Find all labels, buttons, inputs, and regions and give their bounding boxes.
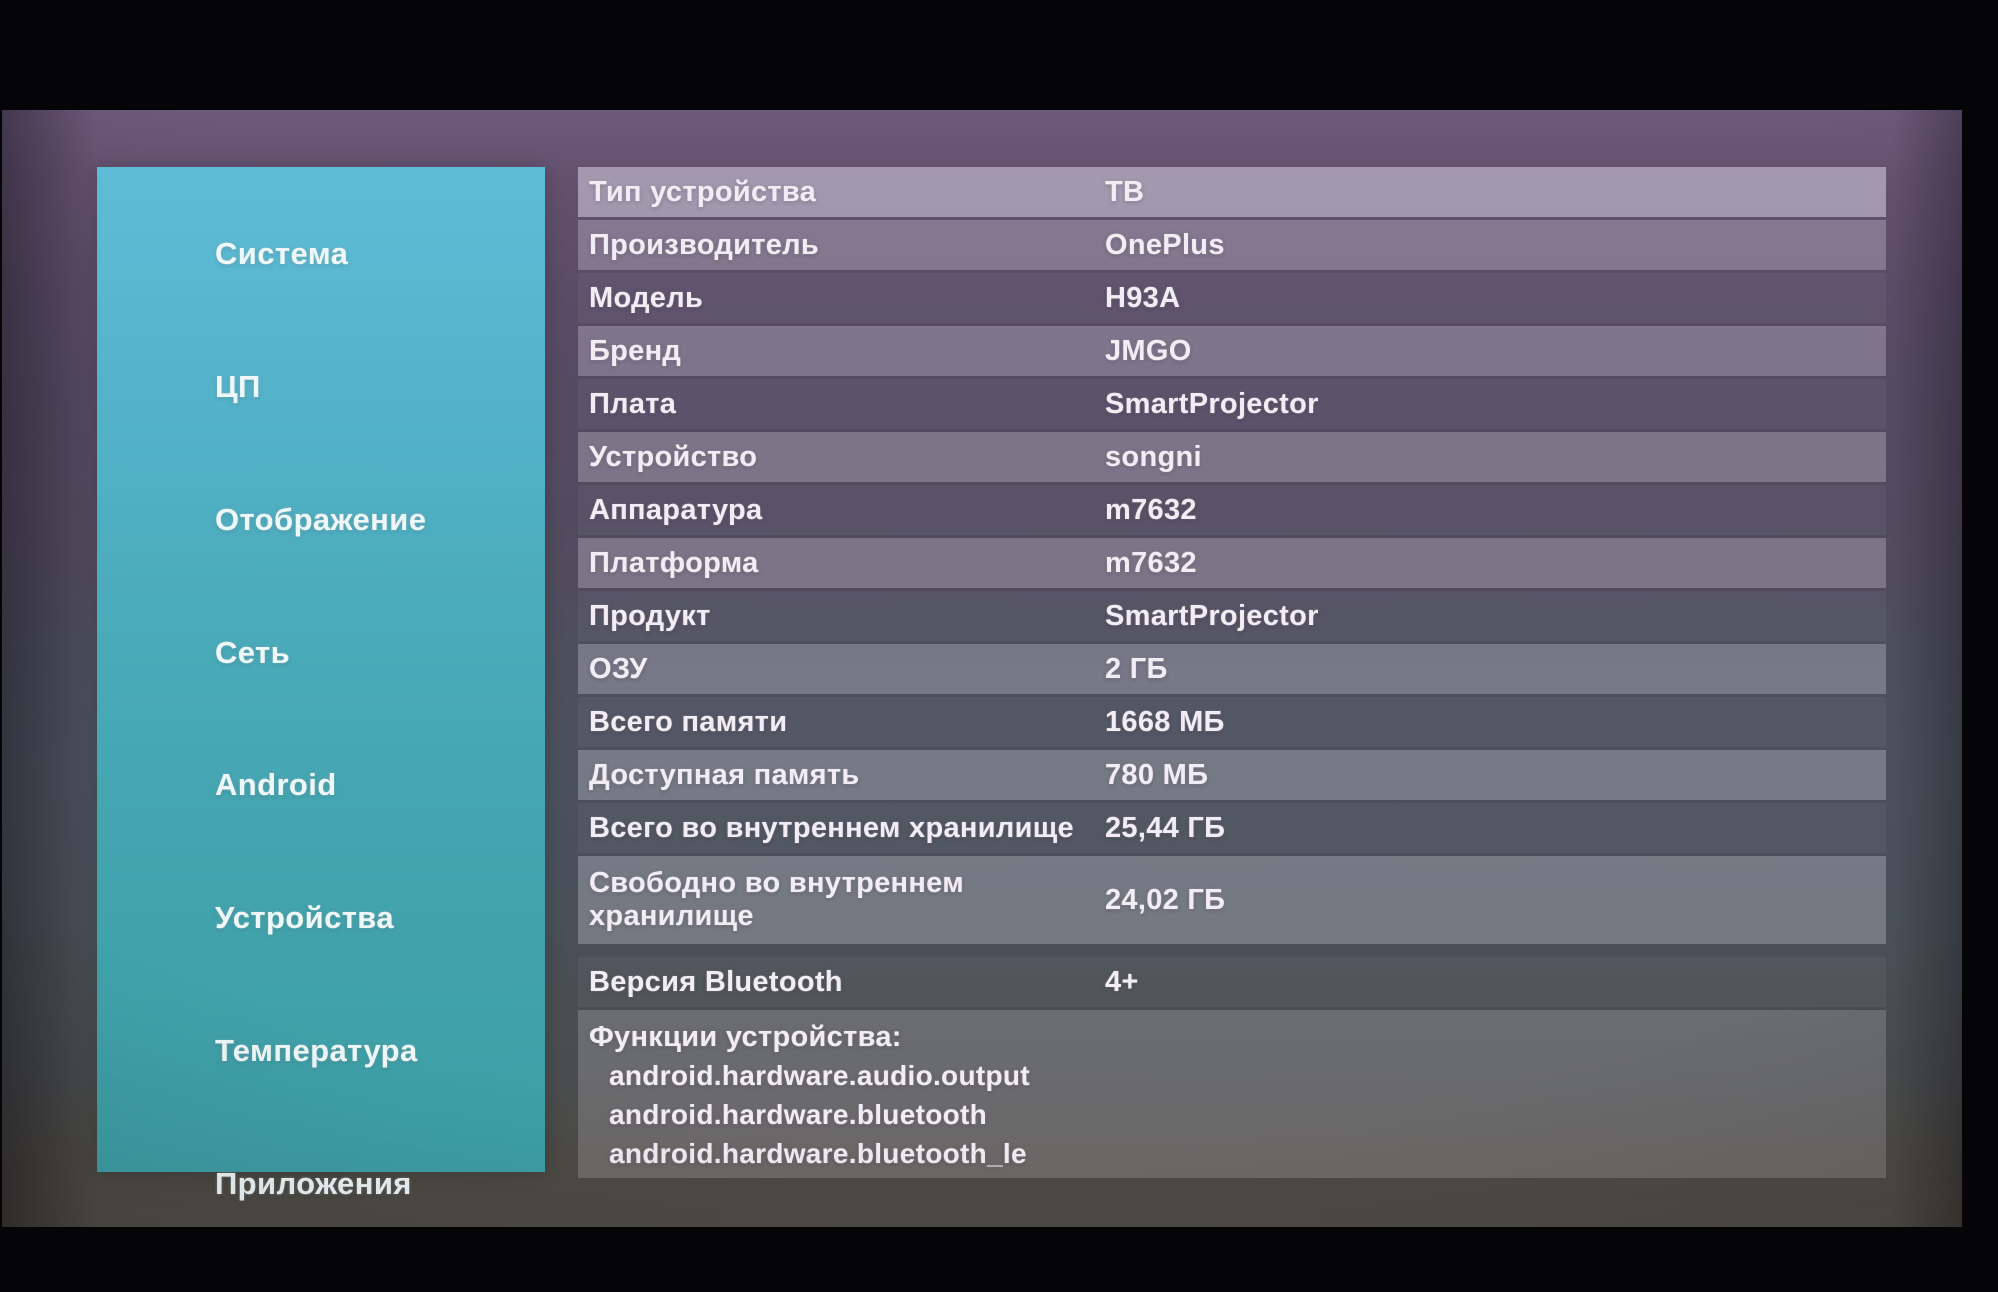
sidebar-item-apps[interactable]: Приложения (97, 1162, 545, 1206)
device-feature-item: android.hardware.bluetooth_le (609, 1138, 1027, 1169)
sidebar-item-label: Отображение (215, 501, 427, 537)
info-row-label: ОЗУ (589, 652, 648, 685)
info-row-label: Аппаратура (589, 493, 763, 526)
info-row-device[interactable]: Устройство songni (578, 432, 1886, 482)
sidebar-item-android[interactable]: Android (97, 763, 545, 807)
device-features-title: Функции устройства: (589, 1021, 902, 1053)
sidebar-menu: Система ЦП Отображение Сеть Android Устройств… (97, 167, 545, 1201)
info-row-value: H93A (1105, 281, 1181, 314)
info-row-label: Доступная память (589, 758, 860, 791)
info-row-label: Устройство (589, 440, 758, 473)
info-row-label: Свободно во внутреннем хранилище (589, 867, 964, 932)
info-row-label: Тип устройства (589, 175, 817, 208)
info-row-memory-available[interactable]: Доступная память 780 МБ (578, 750, 1886, 800)
device-feature-item: android.hardware.bluetooth (609, 1099, 988, 1130)
info-row-label: Всего памяти (589, 705, 788, 738)
info-row-value: SmartProjector (1105, 387, 1319, 420)
info-row-value: ТВ (1105, 175, 1145, 208)
info-row-model[interactable]: Модель H93A (578, 273, 1886, 323)
info-row-bluetooth-version[interactable]: Версия Bluetooth 4+ (578, 957, 1886, 1007)
info-row-label: Бренд (589, 334, 682, 367)
info-row-label: Продукт (589, 599, 711, 632)
info-row-label: Производитель (589, 228, 820, 261)
device-feature-item: android.hardware.audio.output (609, 1060, 1030, 1091)
sidebar-item-label: Температура (215, 1033, 418, 1069)
sidebar-item-display[interactable]: Отображение (97, 498, 545, 542)
info-row-label: Версия Bluetooth (589, 965, 843, 998)
sidebar-item-label: Система (215, 236, 349, 271)
info-row-value: 4+ (1105, 965, 1139, 998)
info-row-storage-free[interactable]: Свободно во внутреннем хранилище 24,02 ГБ (578, 856, 1886, 944)
info-row-storage-total[interactable]: Всего во внутреннем хранилище 25,44 ГБ (578, 803, 1886, 853)
sidebar-item-label: ЦП (215, 368, 261, 404)
info-row-ram[interactable]: ОЗУ 2 ГБ (578, 644, 1886, 694)
info-row-value: m7632 (1105, 546, 1197, 579)
info-row-value: 2 ГБ (1105, 652, 1168, 685)
info-row-value: 1668 МБ (1105, 705, 1225, 738)
sidebar-item-temperature[interactable]: Температура (97, 1029, 545, 1073)
info-row-label: Платформа (589, 546, 759, 579)
sidebar-item-label: Устройства (215, 900, 394, 936)
device-features-block[interactable]: Функции устройства: android.hardware.audi… (578, 1010, 1886, 1178)
sidebar-item-label: Android (215, 767, 337, 803)
info-row-value: JMGO (1105, 334, 1192, 367)
info-row-value: 780 МБ (1105, 758, 1209, 791)
info-row-board[interactable]: Плата SmartProjector (578, 379, 1886, 429)
info-row-hardware[interactable]: Аппаратура m7632 (578, 485, 1886, 535)
info-row-value: SmartProjector (1105, 599, 1319, 632)
projected-screen: Система ЦП Отображение Сеть Android Устройств… (2, 110, 1962, 1227)
info-row-device-type[interactable]: Тип устройства ТВ (578, 167, 1886, 217)
info-row-label: Плата (589, 387, 677, 420)
sidebar-item-devices[interactable]: Устройства (97, 896, 545, 940)
info-row-platform[interactable]: Платформа m7632 (578, 538, 1886, 588)
sidebar-item-label: Приложения (215, 1166, 412, 1202)
info-row-label: Модель (589, 281, 704, 314)
sidebar-item-label: Сеть (215, 634, 291, 670)
info-row-manufacturer[interactable]: Производитель OnePlus (578, 220, 1886, 270)
sidebar-item-system[interactable]: Система (97, 232, 545, 276)
sidebar-item-network[interactable]: Сеть (97, 631, 545, 675)
sidebar-item-cpu[interactable]: ЦП (97, 365, 545, 409)
info-row-value: m7632 (1105, 493, 1197, 526)
info-row-product[interactable]: Продукт SmartProjector (578, 591, 1886, 641)
system-info-list: Тип устройства ТВ Производитель OnePlus Моде… (578, 167, 1886, 1178)
info-row-brand[interactable]: Бренд JMGO (578, 326, 1886, 376)
info-row-value: OnePlus (1105, 228, 1225, 261)
info-row-memory-total[interactable]: Всего памяти 1668 МБ (578, 697, 1886, 747)
info-row-value: 25,44 ГБ (1105, 811, 1226, 844)
info-row-label: Всего во внутреннем хранилище (589, 811, 1074, 844)
info-row-value: songni (1105, 440, 1202, 473)
info-row-value: 24,02 ГБ (1105, 883, 1226, 916)
